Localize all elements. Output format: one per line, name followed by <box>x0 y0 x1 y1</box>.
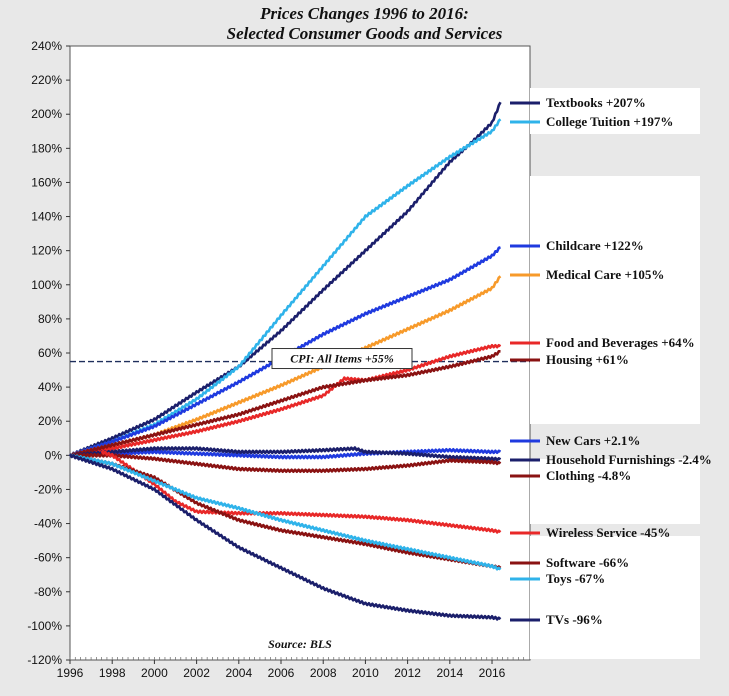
x-tick-label: 2014 <box>436 666 463 680</box>
series-line-1 <box>69 101 502 457</box>
x-tick-label: 2012 <box>394 666 421 680</box>
legend-label-10: Wireless Service -45% <box>546 525 670 540</box>
y-tick-label: 240% <box>31 39 62 53</box>
y-tick-label: -20% <box>34 482 62 496</box>
legend-label-5: Food and Beverages +64% <box>546 335 695 350</box>
source-label: Source: BLS <box>268 637 332 651</box>
y-tick-label: 60% <box>38 346 62 360</box>
legend-label-11: Software -66% <box>546 555 629 570</box>
y-tick-label: 200% <box>31 107 62 121</box>
y-tick-label: -120% <box>27 653 62 667</box>
x-tick-label: 2004 <box>225 666 252 680</box>
legend-label-6: Housing +61% <box>546 352 629 367</box>
y-tick-label: 40% <box>38 380 62 394</box>
x-tick-label: 1998 <box>99 666 126 680</box>
legend-background-6 <box>530 599 700 659</box>
legend-label-4: Medical Care +105% <box>546 267 664 282</box>
y-tick-label: -40% <box>34 517 62 531</box>
series-line-7 <box>69 447 502 460</box>
series-line-8 <box>69 446 502 462</box>
series-line-9 <box>69 453 502 473</box>
legend-background-0 <box>530 88 700 134</box>
x-tick-label: 2000 <box>141 666 168 680</box>
series-line-13 <box>68 453 502 621</box>
y-tick-label: 20% <box>38 414 62 428</box>
chart-title-line-2: Selected Consumer Goods and Services <box>226 24 503 43</box>
x-tick-label: 2006 <box>268 666 295 680</box>
legend-background-2 <box>530 316 700 424</box>
legend-label-9: Clothing -4.8% <box>546 468 631 483</box>
x-tick-label: 2008 <box>310 666 337 680</box>
series-line-6 <box>69 350 501 458</box>
y-tick-label: 220% <box>31 73 62 87</box>
y-tick-label: 160% <box>31 175 62 189</box>
legend-label-7: New Cars +2.1% <box>546 433 640 448</box>
legend-background-4 <box>530 502 700 524</box>
legend-label-3: Childcare +122% <box>546 238 644 253</box>
series-line-5 <box>69 343 502 458</box>
x-tick-label: 1996 <box>57 666 84 680</box>
y-tick-label: 120% <box>31 244 62 258</box>
x-tick-label: 2016 <box>479 666 506 680</box>
y-tick-label: 140% <box>31 210 62 224</box>
y-tick-label: 180% <box>31 141 62 155</box>
legend-label-2: College Tuition +197% <box>546 114 673 129</box>
y-tick-label: -60% <box>34 551 62 565</box>
legend-background-5 <box>530 536 700 600</box>
series-line-12 <box>68 453 502 571</box>
series-line-10 <box>100 450 502 534</box>
y-tick-label: -100% <box>27 619 62 633</box>
x-tick-label: 2010 <box>352 666 379 680</box>
cpi-label-box <box>271 348 413 370</box>
y-tick-label: 80% <box>38 312 62 326</box>
y-tick-label: 0% <box>45 448 63 462</box>
cpi-label: CPI: All Items +55% <box>290 352 393 366</box>
x-tick-label: 2002 <box>183 666 210 680</box>
legend-label-8: Household Furnishings -2.4% <box>546 452 712 467</box>
chart-title-line-1: Prices Changes 1996 to 2016: <box>260 4 469 23</box>
legend-label-1: Textbooks +207% <box>546 95 646 110</box>
legend-label-12: Toys -67% <box>546 571 605 586</box>
y-tick-label: -80% <box>34 585 62 599</box>
series-line-11 <box>68 453 502 570</box>
y-tick-label: 100% <box>31 278 62 292</box>
legend-label-13: TVs -96% <box>546 612 603 627</box>
